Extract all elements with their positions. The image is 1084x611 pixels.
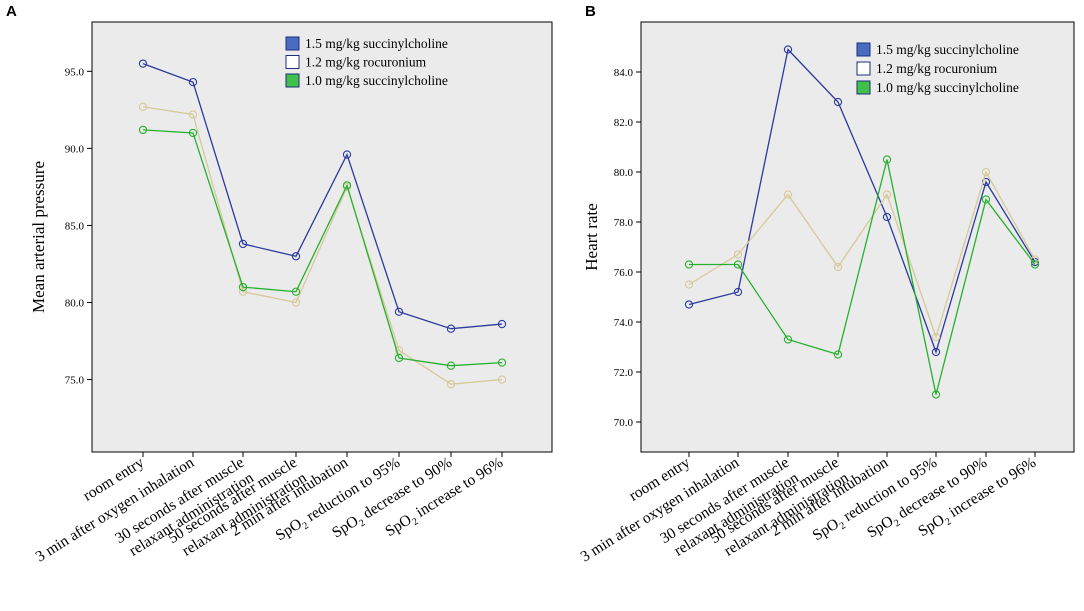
legend-label: 1.2 mg/kg rocuronium <box>305 55 427 70</box>
y-tick-label: 76.0 <box>614 267 634 279</box>
data-point <box>291 252 301 261</box>
data-point <box>684 260 694 269</box>
y-tick-label: 74.0 <box>614 317 634 329</box>
data-point <box>497 319 507 329</box>
data-point <box>833 262 843 272</box>
data-point <box>394 307 404 316</box>
data-point <box>238 287 248 296</box>
data-point <box>291 298 301 307</box>
legend-swatch <box>856 61 871 76</box>
y-tick-label: 85.0 <box>65 220 85 232</box>
data-point <box>684 300 694 309</box>
data-point <box>733 287 743 297</box>
data-point <box>342 181 352 190</box>
data-point <box>783 335 793 344</box>
data-point <box>497 375 507 384</box>
y-axis-label: Mean arterial pressure <box>29 161 48 313</box>
legend-label: 1.2 mg/kg rocuronium <box>876 61 998 76</box>
data-point <box>188 128 198 138</box>
legend-label: 1.0 mg/kg succinylcholine <box>876 80 1019 95</box>
data-point <box>733 260 743 269</box>
panel-letter: B <box>585 3 596 20</box>
series-line <box>142 63 503 330</box>
legend-swatch <box>856 42 871 57</box>
data-point <box>931 390 941 399</box>
data-point <box>238 282 248 292</box>
data-point <box>882 190 892 199</box>
data-point <box>833 350 843 359</box>
y-tick-label: 80.0 <box>614 167 634 179</box>
series-line <box>688 170 1036 340</box>
data-point <box>931 332 941 342</box>
data-point <box>931 347 941 357</box>
data-point <box>446 361 456 370</box>
panel-b: B 70.0 72.0 74.0 76.0 78.0 80.0 82.0 84.0 Heart r… <box>578 3 1075 566</box>
data-point <box>882 155 892 164</box>
data-point <box>138 59 148 68</box>
data-point <box>188 77 198 87</box>
data-point <box>783 45 793 54</box>
legend-label: 1.0 mg/kg succinylcholine <box>305 73 448 88</box>
data-point <box>733 250 743 259</box>
legend-label: 1.5 mg/kg succinylcholine <box>305 36 448 51</box>
y-tick-label: 82.0 <box>614 117 634 129</box>
y-tick-label: 78.0 <box>614 217 634 229</box>
series-line <box>142 129 503 367</box>
data-point <box>833 97 843 107</box>
y-tick-label: 80.0 <box>65 298 85 310</box>
data-point <box>394 353 404 363</box>
data-point <box>446 380 456 389</box>
legend-label: 1.5 mg/kg succinylcholine <box>876 42 1019 57</box>
y-tick-label: 84.0 <box>614 67 634 79</box>
y-tick-label: 72.0 <box>614 367 634 379</box>
data-point <box>981 195 991 204</box>
data-point <box>497 358 507 367</box>
data-point <box>291 287 301 296</box>
data-point <box>238 239 248 249</box>
y-axis-label: Heart rate <box>582 203 601 270</box>
data-point <box>684 280 694 289</box>
panel-letter: A <box>6 3 17 20</box>
legend-swatch <box>856 80 871 95</box>
y-tick-label: 70.0 <box>614 417 634 429</box>
data-point <box>882 212 892 222</box>
data-point <box>1030 260 1040 269</box>
y-tick-label: 75.0 <box>65 375 85 387</box>
legend-swatch <box>285 73 300 88</box>
data-point <box>446 324 456 333</box>
series-line <box>142 106 503 385</box>
data-point <box>783 190 793 199</box>
data-point <box>981 167 991 177</box>
legend-swatch <box>285 55 300 69</box>
data-point <box>188 110 198 119</box>
data-point <box>138 125 148 135</box>
legend-swatch <box>285 36 300 51</box>
series-line <box>688 48 1036 355</box>
panel-a: A 75.0 80.0 85.0 90.0 95.0 Mean arterial press… <box>6 3 553 566</box>
data-point <box>342 150 352 159</box>
y-tick-label: 90.0 <box>65 143 85 155</box>
y-tick-label: 95.0 <box>65 66 85 78</box>
data-point <box>138 102 148 111</box>
series-line <box>689 159 1036 395</box>
